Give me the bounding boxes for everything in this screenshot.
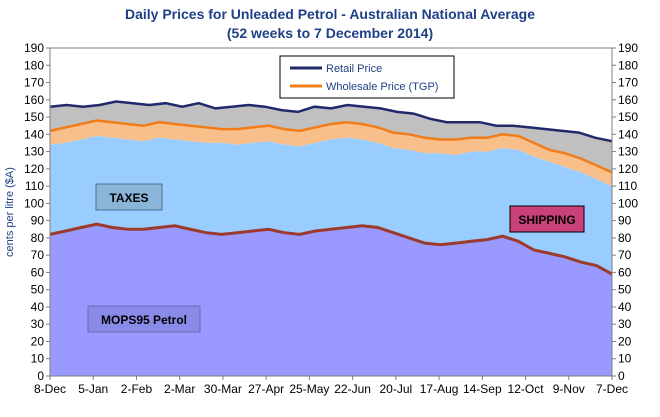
taxes-area	[50, 136, 612, 275]
y-axis-left: 0 10 20 30 40 50 60 70 80 90 100 110 120 130 140 150 160…	[24, 41, 50, 383]
shipping-area	[50, 120, 612, 187]
y-axis-label: cents per litre ($A)	[4, 167, 16, 257]
legend-label-wholesale: Wholesale Price (TGP)	[326, 81, 438, 93]
x-tick-label: 20-Jul	[380, 382, 413, 396]
x-tick-label: 27-Apr	[248, 382, 284, 396]
y-tick-label-left: 140	[24, 127, 44, 141]
x-axis: 8-Dec 5-Jan 2-Feb 2-Mar 30-Mar 27-Apr 25-May 22…	[34, 376, 628, 396]
y-tick-label-right: 100	[618, 196, 638, 210]
y-tick-label-right: 150	[618, 110, 638, 124]
annotation-taxes: TAXES	[95, 183, 163, 211]
y-tick-label-right: 20	[618, 334, 632, 348]
x-tick-label: 22-Jun	[334, 382, 371, 396]
chart-areas	[50, 101, 612, 376]
y-tick-label-left: 50	[31, 283, 45, 297]
y-tick-label-right: 190	[618, 41, 638, 55]
x-tick-label: 9-Nov	[553, 382, 585, 396]
y-tick-label-right: 80	[618, 231, 632, 245]
y-tick-label-right: 60	[618, 265, 632, 279]
y-tick-label-right: 160	[618, 93, 638, 107]
y-tick-label-left: 90	[31, 214, 45, 228]
plot-frame	[49, 47, 613, 377]
annotation-shipping-label: SHIPPING	[518, 213, 575, 227]
y-tick-label-left: 40	[31, 300, 45, 314]
mops-petrol-line	[49, 222, 613, 276]
y-tick-label-left: 20	[31, 334, 45, 348]
y-tick-label-right: 70	[618, 248, 632, 262]
legend-label-retail: Retail Price	[326, 63, 382, 75]
annotation-mops: MOPS95 Petrol	[87, 305, 201, 333]
y-tick-label-left: 110	[25, 179, 44, 193]
y-tick-label-left: 10	[31, 352, 45, 366]
x-tick-label: 2-Feb	[121, 382, 153, 396]
y-tick-label-left: 130	[24, 145, 44, 159]
legend-box	[279, 55, 455, 99]
y-tick-label-right: 170	[618, 76, 638, 90]
y-tick-label-left: 70	[31, 248, 45, 262]
y-tick-label-right: 140	[618, 127, 638, 141]
y-tick-label-right: 180	[618, 58, 638, 72]
annotation-taxes-box	[95, 183, 163, 211]
y-tick-label-right: 30	[618, 317, 632, 331]
y-tick-label-left: 0	[37, 369, 44, 383]
annotation-mops-label: MOPS95 Petrol	[101, 313, 187, 327]
x-tick-label: 17-Aug	[420, 382, 459, 396]
y-tick-label-right: 40	[618, 300, 632, 314]
annotation-mops-box	[87, 305, 201, 333]
y-tick-label-left: 150	[24, 110, 44, 124]
annotation-shipping: SHIPPING	[509, 205, 585, 233]
y-tick-label-right: 10	[618, 352, 632, 366]
retail-margin-area	[50, 101, 612, 173]
x-tick-label: 8-Dec	[34, 382, 66, 396]
y-tick-label-right: 120	[618, 162, 638, 176]
mops-petrol-area	[50, 224, 612, 376]
chart-lines	[49, 100, 613, 276]
y-tick-label-right: 90	[618, 214, 632, 228]
x-tick-label: 25-May	[289, 382, 329, 396]
chart-subtitle: (52 weeks to 7 December 2014)	[226, 25, 434, 41]
y-tick-label-left: 30	[31, 317, 45, 331]
legend: Retail Price Wholesale Price (TGP)	[279, 55, 455, 99]
annotation-shipping-box	[509, 205, 585, 233]
y-axis-right: 0 10 20 30 40 50 60 70 80 90 100 110 120 130 140 150 160…	[612, 41, 638, 383]
x-tick-label: 30-Mar	[204, 382, 242, 396]
y-tick-label-left: 190	[24, 41, 44, 55]
y-tick-label-left: 100	[24, 196, 44, 210]
y-tick-label-left: 160	[24, 93, 44, 107]
y-tick-label-right: 130	[618, 145, 638, 159]
x-tick-label: 7-Dec	[596, 382, 628, 396]
x-tick-label: 14-Sep	[463, 382, 502, 396]
y-tick-label-right: 0	[618, 369, 625, 383]
y-tick-label-left: 80	[31, 231, 45, 245]
y-tick-label-left: 170	[24, 76, 44, 90]
y-tick-label-right: 110	[618, 179, 637, 193]
y-tick-label-left: 60	[31, 265, 45, 279]
x-tick-label: 5-Jan	[78, 382, 108, 396]
retail-price-line	[49, 100, 613, 143]
x-tick-label: 2-Mar	[164, 382, 195, 396]
annotation-taxes-label: TAXES	[109, 191, 148, 205]
x-tick-label: 12-Oct	[508, 382, 545, 396]
chart-title: Daily Prices for Unleaded Petrol - Austr…	[124, 6, 535, 22]
wholesale-price-line	[49, 119, 613, 174]
y-tick-label-right: 50	[618, 283, 632, 297]
y-tick-label-left: 180	[24, 58, 44, 72]
y-tick-label-left: 120	[24, 162, 44, 176]
